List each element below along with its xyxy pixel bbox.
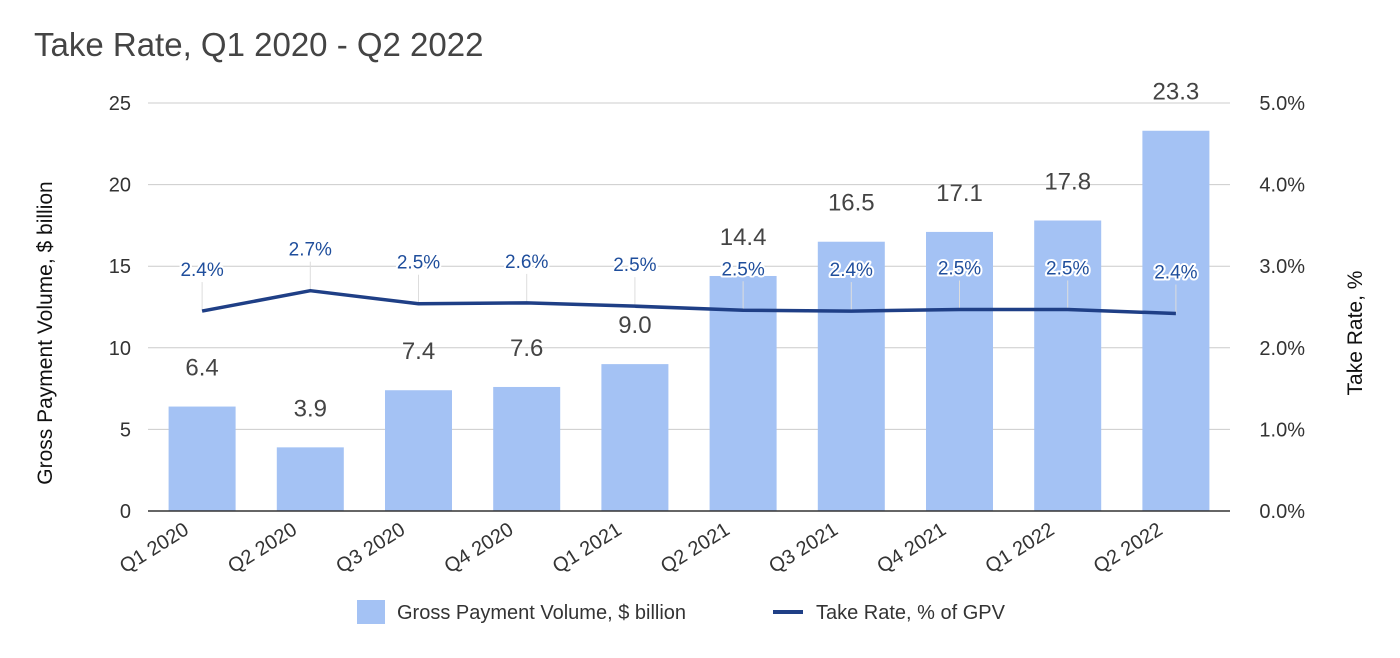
gpv-value-label: 17.1 bbox=[936, 180, 983, 207]
y-left-tick-label: 25 bbox=[109, 93, 131, 115]
y-left-tick-label: 15 bbox=[109, 256, 131, 278]
gpv-bar bbox=[601, 364, 669, 511]
gpv-bar bbox=[385, 390, 452, 511]
y-right-axis-title: Take Rate, % bbox=[1344, 271, 1367, 396]
gpv-bar bbox=[168, 406, 236, 511]
y-left-axis-title: Gross Payment Volume, $ billion bbox=[34, 181, 57, 484]
y-right-tick-label: 4.0% bbox=[1259, 175, 1305, 197]
gpv-bar bbox=[276, 447, 344, 511]
x-tick-label: Q1 2022 bbox=[982, 519, 1059, 578]
take-rate-value-label: 2.5% bbox=[397, 253, 440, 274]
x-tick-label: Q1 2020 bbox=[116, 519, 193, 578]
take-rate-value-label: 2.5% bbox=[613, 255, 656, 276]
y-left-tick-label: 10 bbox=[109, 338, 131, 360]
rate-label-connectors bbox=[201, 261, 1177, 314]
gpv-value-label: 9.0 bbox=[618, 312, 651, 339]
legend-swatch-gpv bbox=[357, 600, 385, 624]
x-tick-label: Q3 2021 bbox=[765, 519, 842, 578]
take-rate-value-label: 2.4% bbox=[830, 260, 873, 281]
legend-label-take-rate: Take Rate, % of GPV bbox=[816, 602, 1006, 624]
x-tick-label: Q4 2021 bbox=[873, 519, 950, 578]
take-rate-value-label: 2.5% bbox=[721, 259, 764, 280]
gpv-bar bbox=[1034, 220, 1102, 511]
take-rate-value-label: 2.6% bbox=[505, 252, 548, 273]
take-rate-line bbox=[201, 288, 1176, 316]
gpv-bar bbox=[926, 231, 993, 512]
y-left-tick-label: 0 bbox=[120, 501, 131, 523]
gpv-bar bbox=[1142, 130, 1210, 511]
x-tick-label: Q4 2020 bbox=[441, 519, 518, 578]
x-tick-label: Q2 2020 bbox=[224, 519, 301, 578]
x-tick-label: Q3 2020 bbox=[332, 519, 409, 578]
gpv-value-label: 17.8 bbox=[1044, 169, 1091, 196]
take-rate-line-group bbox=[201, 288, 1176, 316]
gpv-value-label: 14.4 bbox=[720, 224, 767, 251]
gpv-value-label: 16.5 bbox=[828, 190, 875, 217]
take-rate-value-label: 2.5% bbox=[1046, 258, 1089, 279]
take-rate-data-labels: 2.4% 2.7% 2.5% 2.6% 2.5% 2.5% 2.4% 2.5% 2.5% 2.4% bbox=[178, 238, 1199, 286]
gpv-value-label: 7.6 bbox=[510, 335, 543, 362]
gpv-value-label: 7.4 bbox=[402, 338, 435, 365]
y-right-tick-label: 3.0% bbox=[1259, 256, 1305, 278]
gpv-bar bbox=[493, 386, 561, 511]
y-left-tick-label: 20 bbox=[109, 175, 131, 197]
take-rate-value-label: 2.5% bbox=[938, 258, 981, 279]
gpv-value-label: 3.9 bbox=[294, 395, 327, 422]
legend: Gross Payment Volume, $ billion Take Rat… bbox=[357, 600, 1006, 624]
y-right-tick-label: 5.0% bbox=[1259, 93, 1305, 115]
take-rate-value-label: 2.4% bbox=[180, 260, 223, 281]
y-right-tick-label: 0.0% bbox=[1259, 501, 1305, 523]
chart-title: Take Rate, Q1 2020 - Q2 2022 bbox=[34, 26, 484, 63]
x-tick-label: Q2 2022 bbox=[1090, 519, 1167, 578]
gpv-data-labels: 6.4 3.9 7.4 7.6 9.0 14.4 16.5 17.1 17.8 23.3 bbox=[185, 79, 1199, 423]
gpv-bar bbox=[709, 275, 777, 511]
y-right-tick-label: 1.0% bbox=[1259, 419, 1305, 441]
take-rate-value-label: 2.7% bbox=[289, 240, 332, 261]
take-rate-value-label: 2.4% bbox=[1154, 263, 1197, 284]
gpv-value-label: 6.4 bbox=[185, 355, 218, 382]
y-right-tick-label: 2.0% bbox=[1259, 338, 1305, 360]
gpv-value-label: 23.3 bbox=[1153, 79, 1200, 106]
gpv-bars bbox=[168, 130, 1210, 512]
x-tick-label: Q2 2021 bbox=[657, 519, 734, 578]
legend-label-gpv: Gross Payment Volume, $ billion bbox=[397, 602, 686, 624]
x-tick-label: Q1 2021 bbox=[549, 519, 626, 578]
y-left-tick-label: 5 bbox=[120, 419, 131, 441]
